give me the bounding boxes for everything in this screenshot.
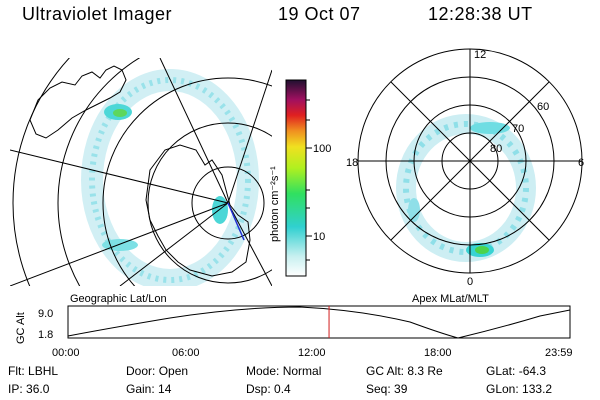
aurora-oval-polar xyxy=(396,114,536,262)
color-bar xyxy=(285,79,307,277)
altitude-xtick-1800: 18:00 xyxy=(424,347,452,359)
color-bar-ticks xyxy=(306,99,312,261)
glon-field: GLon: 133.2 xyxy=(486,382,553,396)
mlt-label-6: 6 xyxy=(578,157,584,169)
mlt-label-12: 12 xyxy=(474,49,486,61)
app-title: Ultraviolet Imager xyxy=(22,4,173,24)
altitude-xtick-0000: 00:00 xyxy=(52,347,80,359)
colorbar-tick-100: 100 xyxy=(313,143,331,155)
geo-grid xyxy=(10,58,272,286)
antarctica-coastline xyxy=(145,144,251,277)
apex-caption: Apex MLat/MLT xyxy=(412,293,489,305)
altitude-ytick-high: 9.0 xyxy=(38,308,53,320)
flt-field: Flt: LBHL xyxy=(8,364,59,378)
colorbar-label: photon cm⁻²s⁻¹ xyxy=(269,166,281,242)
time-label: 12:28:38 UT xyxy=(428,4,533,24)
mode-field: Mode: Normal xyxy=(246,364,322,378)
altitude-ylabel: GC Alt xyxy=(15,312,27,344)
altitude-xtick-1200: 12:00 xyxy=(298,347,326,359)
altitude-xtick-0600: 06:00 xyxy=(172,347,200,359)
sun-direction-line xyxy=(227,202,245,241)
altitude-ytick-low: 1.8 xyxy=(38,329,53,341)
geographic-caption: Geographic Lat/Lon xyxy=(70,293,167,305)
date-label: 19 Oct 07 xyxy=(278,4,361,24)
lat-label-80: 80 xyxy=(490,143,502,155)
seq-field: Seq: 39 xyxy=(366,382,408,396)
aurora-oval-geo xyxy=(81,69,259,286)
altitude-curve xyxy=(67,306,571,339)
lat-label-70: 70 xyxy=(512,123,524,135)
door-field: Door: Open xyxy=(126,364,189,378)
glat-field: GLat: -64.3 xyxy=(486,364,547,378)
colorbar-tick-10: 10 xyxy=(313,231,325,243)
altitude-plot: GC Alt 9.0 1.8 00:00 06:00 12:00 18:00 2… xyxy=(15,305,573,359)
mlt-label-0: 0 xyxy=(467,276,473,288)
altitude-xtick-2359: 23:59 xyxy=(545,347,573,359)
ip-field: IP: 36.0 xyxy=(8,382,50,396)
gc-alt-field: GC Alt: 8.3 Re xyxy=(366,364,443,378)
gain-field: Gain: 14 xyxy=(126,382,172,396)
lat-label-60: 60 xyxy=(537,101,549,113)
mlt-label-18: 18 xyxy=(346,157,358,169)
geographic-map xyxy=(10,58,272,286)
dsp-field: Dsp: 0.4 xyxy=(246,382,291,396)
polar-map: 12 18 6 0 60 70 80 xyxy=(346,48,584,288)
